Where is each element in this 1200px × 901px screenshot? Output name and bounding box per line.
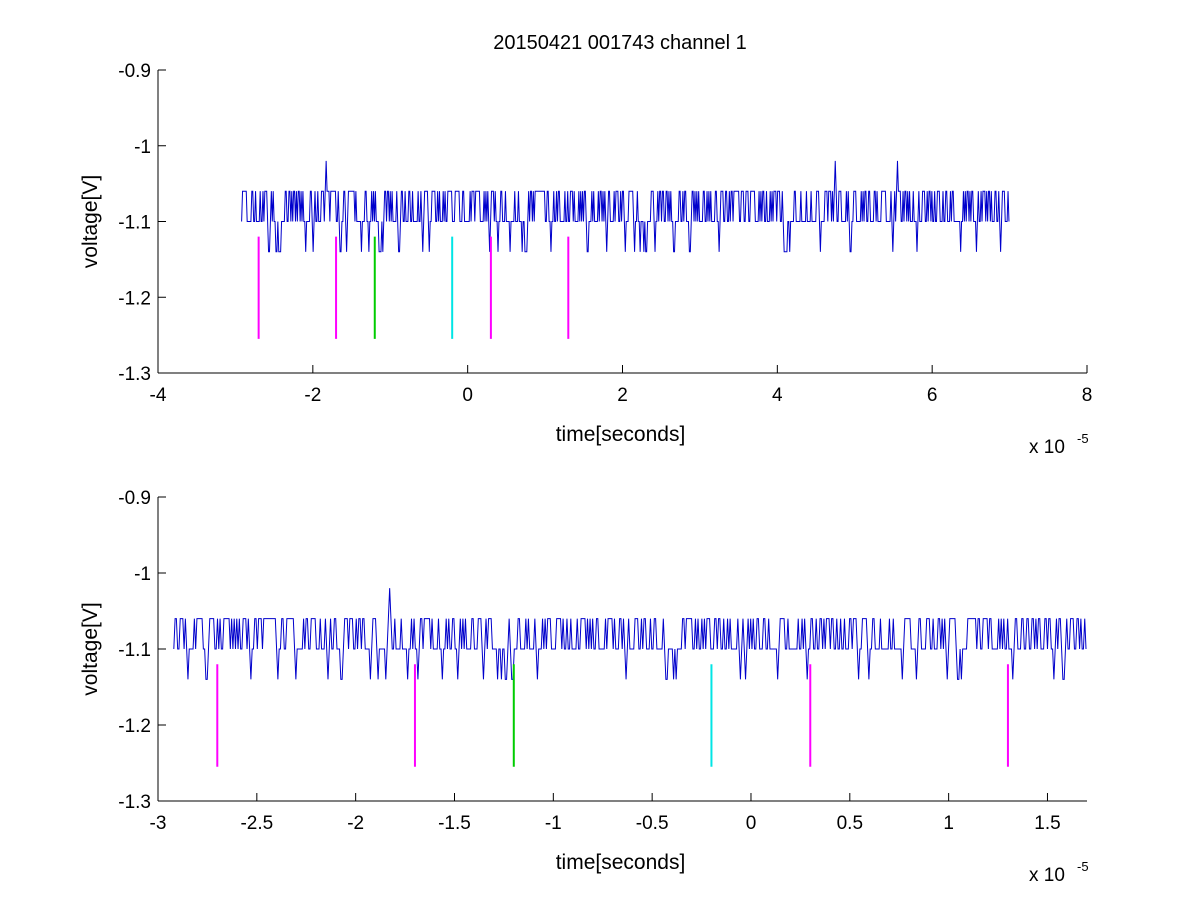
x-tick-label: -2 <box>304 385 321 406</box>
x-axis-label: time[seconds] <box>556 851 686 874</box>
y-tick-label: -1.2 <box>118 288 151 309</box>
x-tick-label: -1 <box>545 813 562 834</box>
y-tick-label: -0.9 <box>118 61 151 82</box>
x-tick-label: -3 <box>150 813 167 834</box>
x-exponent-power: -5 <box>1077 859 1089 874</box>
x-tick-label: 0.5 <box>837 813 863 834</box>
y-tick-label: -1 <box>134 564 151 585</box>
x-axis-label: time[seconds] <box>556 423 686 446</box>
x-tick-label: -2 <box>347 813 364 834</box>
x-tick-label: 1 <box>943 813 954 834</box>
x-exponent-power: -5 <box>1077 431 1089 446</box>
y-tick-label: -1.3 <box>118 364 151 385</box>
x-tick-label: 4 <box>772 385 783 406</box>
y-tick-label: -1.2 <box>118 716 151 737</box>
y-tick-label: -1.1 <box>118 640 151 661</box>
top-plot: -4 -2 0 2 4 6 8 -0.9 -1 -1.1 -1.2 -1.3 time[seconds]… <box>79 61 1092 458</box>
figure-title: 20150421 001743 channel 1 <box>493 32 747 54</box>
x-tick-label: 0 <box>746 813 757 834</box>
y-tick-label: -0.9 <box>118 488 151 509</box>
y-tick-label: -1.1 <box>118 213 151 234</box>
signal-trace <box>173 588 1087 680</box>
x-exponent-label: x 10 <box>1029 865 1065 886</box>
x-exponent-label: x 10 <box>1029 437 1065 458</box>
x-tick-label: 2 <box>617 385 628 406</box>
x-tick-label: -1.5 <box>438 813 471 834</box>
x-tick-label: 6 <box>927 385 938 406</box>
bottom-plot: -3 -2.5 -2 -1.5 -1 -0.5 0 0.5 1 1.5 -0.9 -1 -1.1 -1.2… <box>79 488 1089 886</box>
x-tick-label: -2.5 <box>240 813 273 834</box>
x-tick-label: -0.5 <box>636 813 669 834</box>
x-tick-label: 8 <box>1082 385 1093 406</box>
x-tick-label: 1.5 <box>1034 813 1060 834</box>
y-axis-label: voltage[V] <box>79 602 102 695</box>
x-tick-label: -4 <box>150 385 167 406</box>
y-tick-label: -1.3 <box>118 792 151 813</box>
x-tick-label: 0 <box>462 385 473 406</box>
y-axis-label: voltage[V] <box>79 175 102 268</box>
signal-trace <box>241 160 1010 253</box>
y-tick-label: -1 <box>134 137 151 158</box>
